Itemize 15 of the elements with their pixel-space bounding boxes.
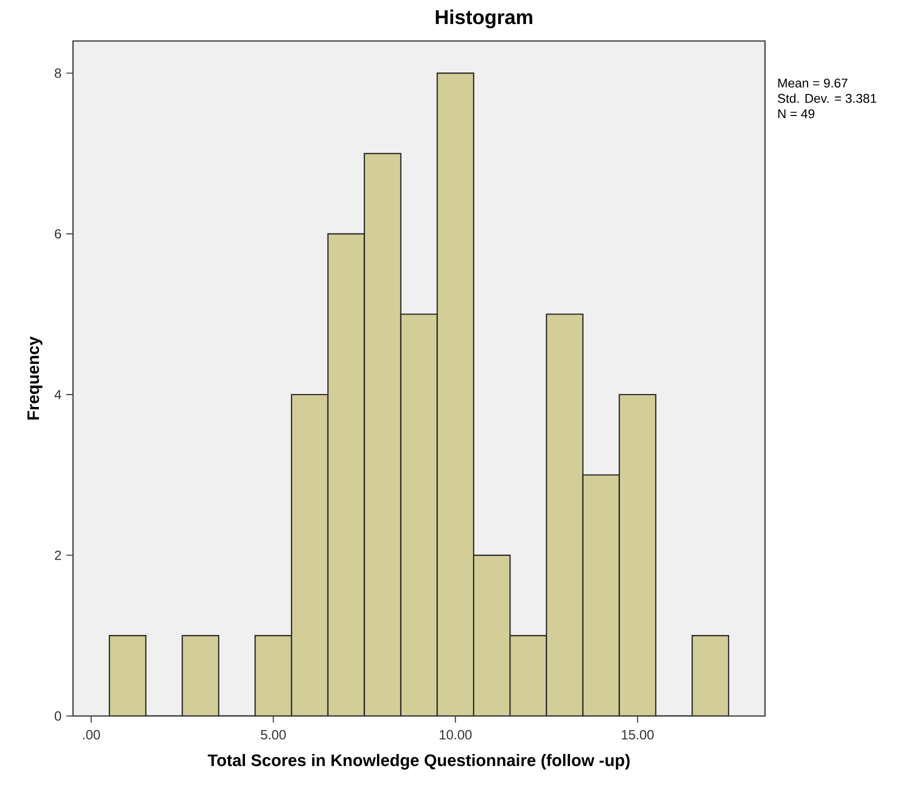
y-tick-label: 0 [54, 711, 62, 721]
y-tick-label: 4 [54, 390, 62, 400]
y-tick-label: 6 [54, 229, 62, 239]
x-tick-label: 10.00 [440, 730, 472, 740]
x-tick-label: 5.00 [260, 730, 286, 740]
chart-title: Histogram [436, 10, 532, 28]
y-tick-label: 8 [54, 68, 62, 78]
text: Mean = 9.67 [778, 78, 848, 88]
y-tick-label: 2 [54, 550, 61, 560]
y-axis-title: Frequency [27, 336, 42, 420]
text: N = 49 [778, 109, 814, 118]
x-axis-title: Total Scores in Knowledge Questionnaire (follow -up) [208, 754, 630, 770]
x-tick-label: .00 [83, 730, 100, 740]
text: Std. Dev. = 3.381 [778, 94, 876, 103]
x-tick-label: 15.00 [622, 730, 654, 740]
